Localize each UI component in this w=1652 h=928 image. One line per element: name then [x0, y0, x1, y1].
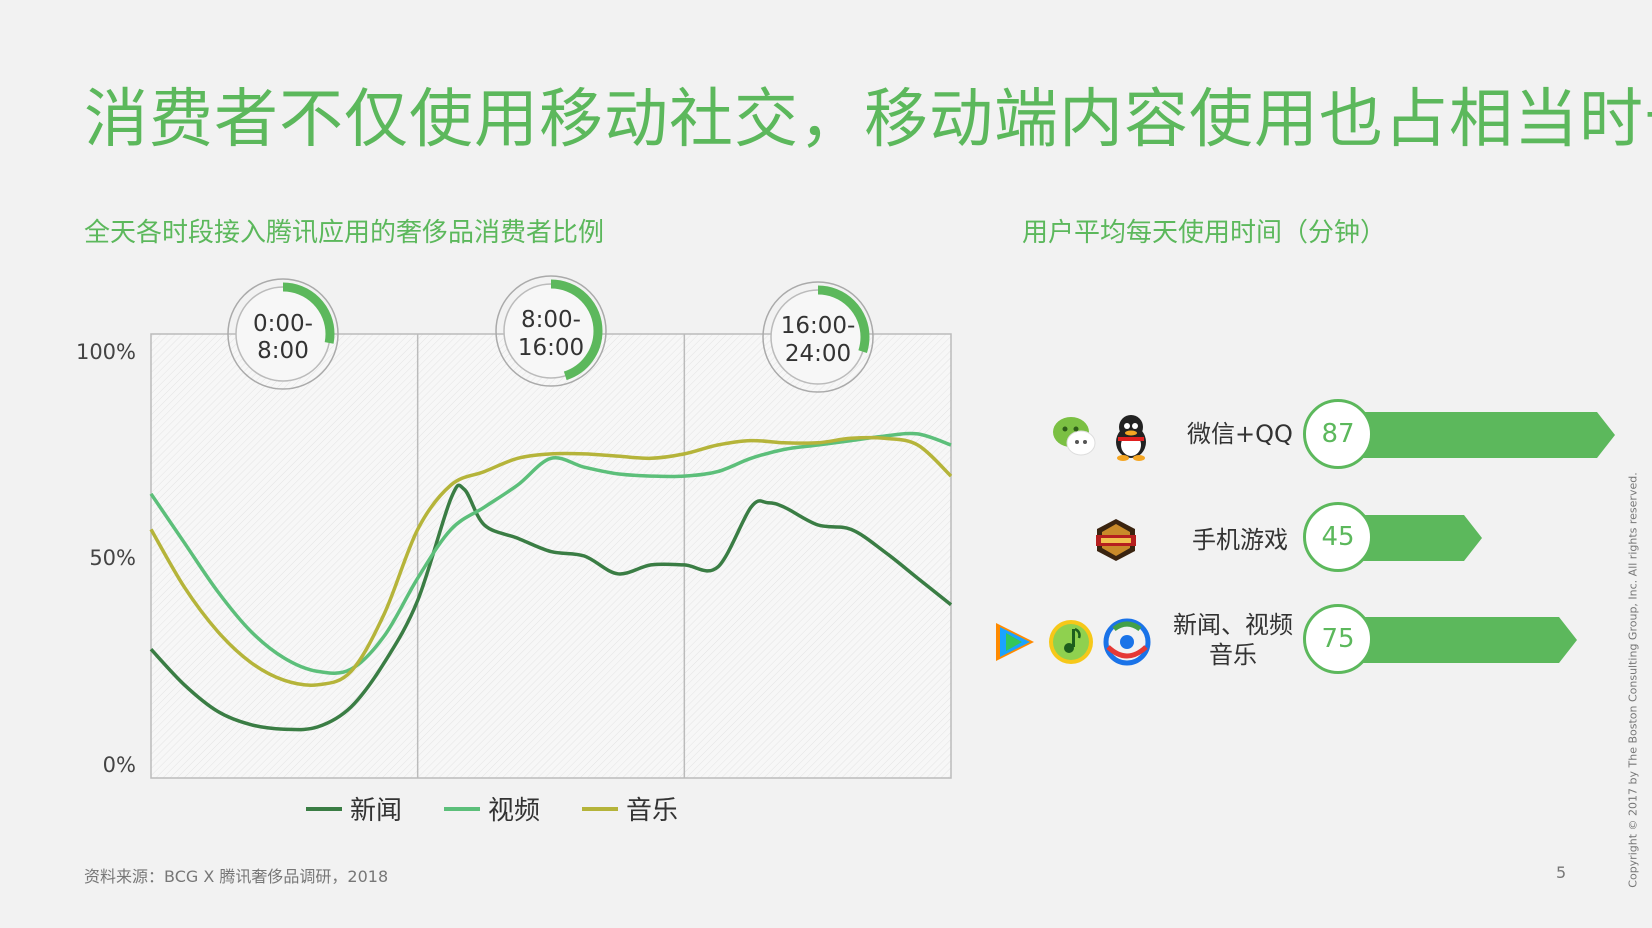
line-chart-subtitle: 全天各时段接入腾讯应用的奢侈品消费者比例 — [84, 218, 605, 248]
legend-item-news: 新闻 — [306, 790, 402, 827]
legend-item-music: 音乐 — [582, 790, 678, 827]
usage-icons-social — [1050, 397, 1156, 477]
badge-label-line2: 24:00 — [785, 341, 851, 367]
badge-label-line2: 8:00 — [257, 338, 309, 364]
wechat-icon — [1053, 417, 1096, 456]
period-badge-0-8: 0:00- 8:00 — [227, 278, 339, 390]
y-tick-label-0: 0% — [103, 753, 136, 777]
usage-label-line: 微信+QQ — [1187, 420, 1293, 448]
chart-legend: 新闻 视频 音乐 — [306, 790, 678, 827]
usage-label-games: 手机游戏 — [1180, 525, 1300, 555]
badge-label-line1: 16:00- — [781, 313, 856, 339]
legend-swatch-video — [444, 806, 481, 811]
usage-value-content: 75 — [1303, 604, 1373, 674]
footer-source: 资料来源：BCG X 腾讯奢侈品调研，2018 — [84, 867, 389, 886]
qq-icon — [1116, 415, 1146, 461]
legend-label-music: 音乐 — [626, 796, 679, 826]
legend-swatch-news — [306, 806, 342, 811]
qq-music-icon — [1049, 620, 1093, 664]
badge-outer-ring — [227, 278, 339, 390]
badge-outer-ring — [762, 281, 874, 393]
badge-label-line1: 8:00- — [521, 307, 581, 333]
period-badge-8-16: 8:00- 16:00 — [495, 275, 607, 387]
badge-layer: 0:00- 8:00 8:00- 16:00 16:00- 24:00 — [227, 275, 874, 393]
usage-icons-games — [1080, 500, 1152, 580]
badge-progress-arc — [499, 279, 603, 383]
badge-progress-arc — [231, 282, 335, 386]
legend-swatch-music — [582, 806, 619, 811]
tencent-news-icon — [1103, 618, 1151, 666]
usage-value-social: 87 — [1303, 399, 1373, 469]
usage-value-games: 45 — [1303, 502, 1373, 572]
usage-bar-content — [1340, 617, 1577, 663]
series-line-music — [149, 435, 953, 687]
tencent-video-icon — [996, 623, 1034, 661]
usage-row-content: 新闻、视频 音乐 75 — [0, 602, 1652, 682]
usage-row-social: 微信+QQ 87 — [0, 397, 1652, 477]
legend-item-video: 视频 — [444, 790, 540, 827]
badge-label-line1: 0:00- — [253, 311, 313, 337]
usage-label-content: 新闻、视频 音乐 — [1166, 610, 1300, 670]
slide-title: 消费者不仅使用移动社交，移动端内容使用也占相当时长 — [84, 83, 1652, 157]
page-number: 5 — [1556, 863, 1567, 882]
legend-label-news: 新闻 — [350, 796, 403, 826]
y-tick-label-100: 100% — [76, 340, 136, 364]
series-line-news — [149, 483, 953, 732]
series-line-video — [149, 431, 952, 675]
plot-area — [150, 333, 952, 779]
badge-label-line2: 16:00 — [518, 335, 584, 361]
usage-bar-social — [1340, 412, 1615, 458]
series-layer — [149, 431, 953, 732]
copyright-notice: Copyright © 2017 by The Boston Consultin… — [1626, 472, 1640, 888]
usage-icons-content — [990, 602, 1152, 682]
badge-outer-ring — [495, 275, 607, 387]
usage-label-line: 新闻、视频 — [1173, 611, 1293, 639]
game-icon — [1096, 519, 1136, 561]
y-tick-label-50: 50% — [89, 546, 136, 570]
legend-label-video: 视频 — [488, 796, 541, 826]
usage-row-games: 手机游戏 45 — [0, 500, 1652, 580]
period-badge-16-24: 16:00- 24:00 — [762, 281, 874, 393]
badge-progress-arc — [766, 285, 870, 389]
usage-label-line: 手机游戏 — [1192, 526, 1288, 554]
bar-chart-subtitle: 用户平均每天使用时间（分钟） — [1022, 218, 1387, 248]
usage-label-line: 音乐 — [1209, 641, 1257, 669]
usage-label-social: 微信+QQ — [1180, 419, 1300, 449]
